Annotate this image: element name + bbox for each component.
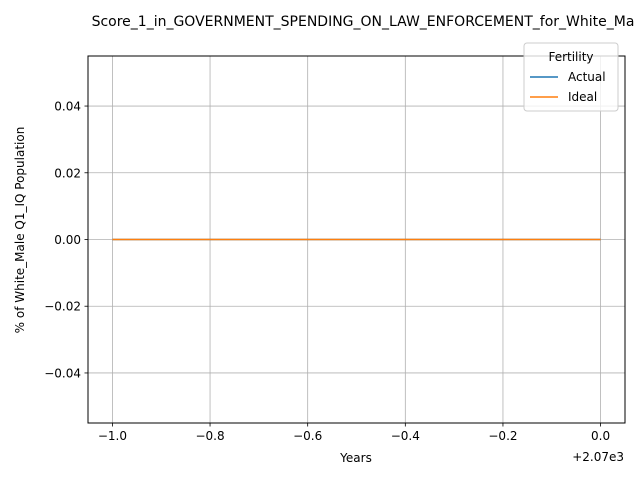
legend-label-actual: Actual <box>568 70 606 84</box>
chart-title: Score_1_in_GOVERNMENT_SPENDING_ON_LAW_EN… <box>92 14 635 30</box>
x-tick-label: 0.0 <box>591 429 610 443</box>
x-tick-label: −0.6 <box>293 429 322 443</box>
x-axis-ticks: −1.0 −0.8 −0.6 −0.4 −0.2 0.0 <box>98 423 610 443</box>
x-tick-label: −0.4 <box>391 429 420 443</box>
y-tick-label: −0.04 <box>44 366 81 380</box>
x-tick-label: −0.8 <box>195 429 224 443</box>
legend-title: Fertility <box>548 50 593 64</box>
legend-label-ideal: Ideal <box>568 90 597 104</box>
y-tick-label: 0.00 <box>54 233 81 247</box>
legend-box <box>523 42 619 112</box>
y-tick-label: 0.04 <box>54 100 81 114</box>
y-tick-label: −0.02 <box>44 300 81 314</box>
x-axis-label: Years <box>339 451 372 465</box>
y-axis-label: % of White_Male Q1_IQ Population <box>13 127 27 334</box>
x-tick-label: −0.2 <box>488 429 517 443</box>
legend: Fertility Actual Ideal <box>523 42 619 112</box>
x-tick-label: −1.0 <box>98 429 127 443</box>
y-tick-label: 0.02 <box>54 166 81 180</box>
x-axis-offset-label: +2.07e3 <box>572 450 624 464</box>
y-axis-ticks: −0.04 −0.02 0.00 0.02 0.04 <box>44 100 88 380</box>
